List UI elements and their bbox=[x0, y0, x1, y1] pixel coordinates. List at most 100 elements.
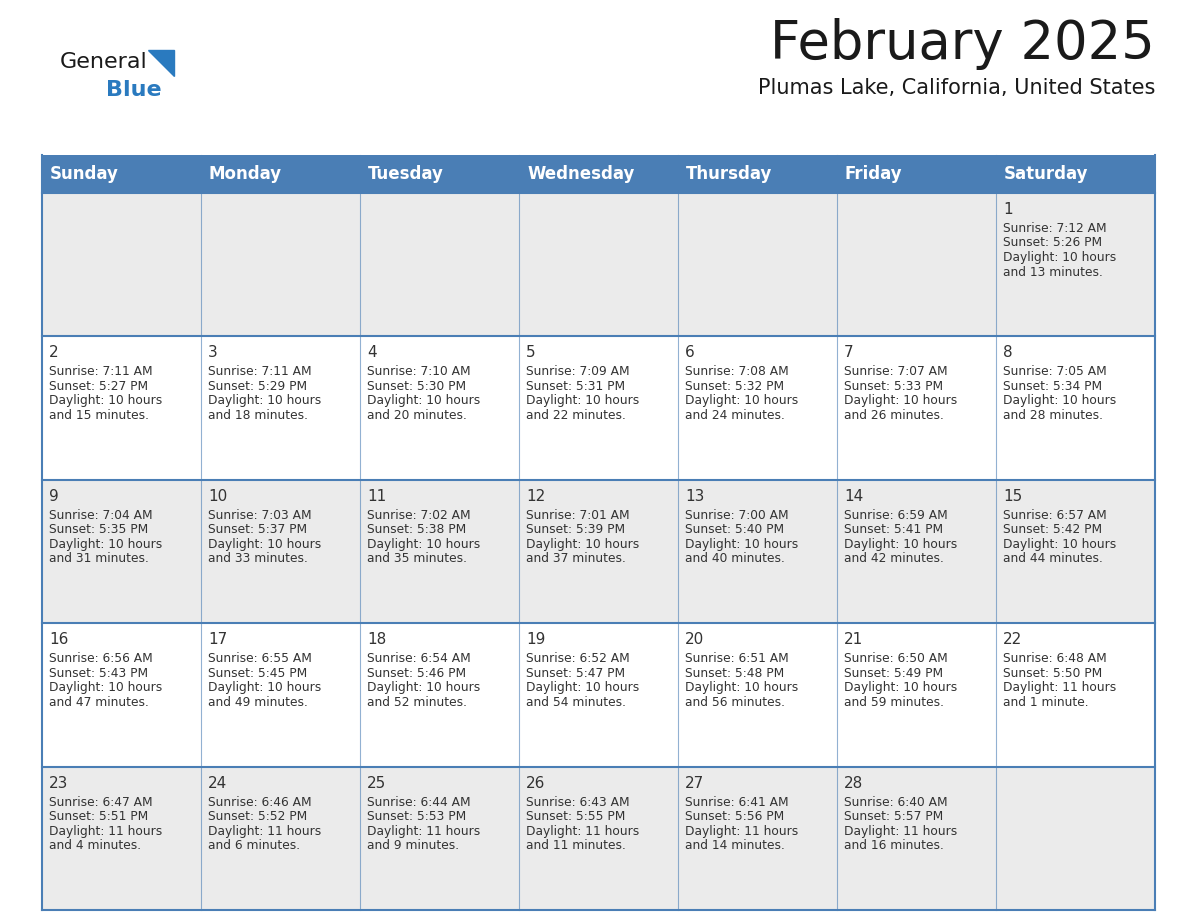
Text: 14: 14 bbox=[843, 488, 864, 504]
Text: Daylight: 10 hours: Daylight: 10 hours bbox=[526, 538, 639, 551]
Text: Sunrise: 6:51 AM: Sunrise: 6:51 AM bbox=[685, 652, 789, 666]
Text: Sunset: 5:37 PM: Sunset: 5:37 PM bbox=[208, 523, 308, 536]
Text: Sunrise: 7:11 AM: Sunrise: 7:11 AM bbox=[208, 365, 311, 378]
Text: Wednesday: Wednesday bbox=[527, 165, 634, 183]
Text: Sunset: 5:39 PM: Sunset: 5:39 PM bbox=[526, 523, 625, 536]
Text: 23: 23 bbox=[49, 776, 69, 790]
Text: Sunrise: 6:55 AM: Sunrise: 6:55 AM bbox=[208, 652, 312, 666]
Text: and 11 minutes.: and 11 minutes. bbox=[526, 839, 626, 852]
Bar bbox=[838, 155, 996, 193]
Text: Daylight: 10 hours: Daylight: 10 hours bbox=[367, 538, 480, 551]
Text: Sunrise: 7:10 AM: Sunrise: 7:10 AM bbox=[367, 365, 470, 378]
Text: Sunset: 5:29 PM: Sunset: 5:29 PM bbox=[208, 380, 308, 393]
Text: Daylight: 10 hours: Daylight: 10 hours bbox=[526, 395, 639, 408]
Text: Sunset: 5:34 PM: Sunset: 5:34 PM bbox=[1003, 380, 1102, 393]
Text: 28: 28 bbox=[843, 776, 864, 790]
Text: Sunset: 5:27 PM: Sunset: 5:27 PM bbox=[49, 380, 148, 393]
Text: and 33 minutes.: and 33 minutes. bbox=[208, 553, 308, 565]
Text: Daylight: 11 hours: Daylight: 11 hours bbox=[526, 824, 639, 837]
Text: Sunrise: 7:03 AM: Sunrise: 7:03 AM bbox=[208, 509, 311, 521]
Text: Daylight: 11 hours: Daylight: 11 hours bbox=[49, 824, 163, 837]
Bar bbox=[360, 155, 519, 193]
Text: Sunday: Sunday bbox=[50, 165, 119, 183]
Text: 25: 25 bbox=[367, 776, 386, 790]
Text: Sunrise: 6:50 AM: Sunrise: 6:50 AM bbox=[843, 652, 948, 666]
Text: Sunset: 5:31 PM: Sunset: 5:31 PM bbox=[526, 380, 625, 393]
Text: and 56 minutes.: and 56 minutes. bbox=[685, 696, 785, 709]
Bar bbox=[996, 155, 1155, 193]
Text: Sunset: 5:41 PM: Sunset: 5:41 PM bbox=[843, 523, 943, 536]
Text: Daylight: 10 hours: Daylight: 10 hours bbox=[685, 681, 798, 694]
Text: 26: 26 bbox=[526, 776, 545, 790]
Text: Daylight: 10 hours: Daylight: 10 hours bbox=[49, 538, 163, 551]
Text: Daylight: 10 hours: Daylight: 10 hours bbox=[1003, 251, 1117, 264]
Text: 17: 17 bbox=[208, 633, 227, 647]
Text: Sunrise: 6:57 AM: Sunrise: 6:57 AM bbox=[1003, 509, 1107, 521]
Text: Sunrise: 7:00 AM: Sunrise: 7:00 AM bbox=[685, 509, 789, 521]
Text: Sunset: 5:38 PM: Sunset: 5:38 PM bbox=[367, 523, 466, 536]
Text: Sunrise: 7:05 AM: Sunrise: 7:05 AM bbox=[1003, 365, 1107, 378]
Text: and 42 minutes.: and 42 minutes. bbox=[843, 553, 944, 565]
Text: Daylight: 10 hours: Daylight: 10 hours bbox=[49, 681, 163, 694]
Text: Daylight: 10 hours: Daylight: 10 hours bbox=[1003, 538, 1117, 551]
Bar bbox=[519, 155, 678, 193]
Text: Sunset: 5:26 PM: Sunset: 5:26 PM bbox=[1003, 237, 1102, 250]
Text: 2: 2 bbox=[49, 345, 58, 361]
Text: Sunset: 5:45 PM: Sunset: 5:45 PM bbox=[208, 666, 308, 679]
Text: General: General bbox=[61, 52, 147, 72]
Text: Sunrise: 7:07 AM: Sunrise: 7:07 AM bbox=[843, 365, 948, 378]
Text: 20: 20 bbox=[685, 633, 704, 647]
Bar bbox=[678, 155, 838, 193]
Text: Daylight: 10 hours: Daylight: 10 hours bbox=[49, 395, 163, 408]
Text: and 24 minutes.: and 24 minutes. bbox=[685, 409, 785, 422]
Text: and 47 minutes.: and 47 minutes. bbox=[49, 696, 148, 709]
Text: Daylight: 11 hours: Daylight: 11 hours bbox=[843, 824, 958, 837]
Text: Daylight: 10 hours: Daylight: 10 hours bbox=[208, 538, 321, 551]
Text: and 31 minutes.: and 31 minutes. bbox=[49, 553, 148, 565]
Text: 1: 1 bbox=[1003, 202, 1012, 217]
Text: and 9 minutes.: and 9 minutes. bbox=[367, 839, 459, 852]
Text: and 6 minutes.: and 6 minutes. bbox=[208, 839, 301, 852]
Text: Sunset: 5:53 PM: Sunset: 5:53 PM bbox=[367, 810, 466, 823]
Text: Sunrise: 7:08 AM: Sunrise: 7:08 AM bbox=[685, 365, 789, 378]
Text: and 49 minutes.: and 49 minutes. bbox=[208, 696, 308, 709]
Text: Daylight: 11 hours: Daylight: 11 hours bbox=[685, 824, 798, 837]
Text: Sunset: 5:32 PM: Sunset: 5:32 PM bbox=[685, 380, 784, 393]
Text: Daylight: 10 hours: Daylight: 10 hours bbox=[843, 538, 958, 551]
Text: Daylight: 10 hours: Daylight: 10 hours bbox=[843, 395, 958, 408]
Text: 11: 11 bbox=[367, 488, 386, 504]
Text: and 44 minutes.: and 44 minutes. bbox=[1003, 553, 1102, 565]
Text: Sunset: 5:42 PM: Sunset: 5:42 PM bbox=[1003, 523, 1102, 536]
Text: Daylight: 10 hours: Daylight: 10 hours bbox=[367, 681, 480, 694]
Bar bbox=[42, 480, 1155, 623]
Text: Sunset: 5:46 PM: Sunset: 5:46 PM bbox=[367, 666, 466, 679]
Text: and 1 minute.: and 1 minute. bbox=[1003, 696, 1088, 709]
Text: Sunset: 5:48 PM: Sunset: 5:48 PM bbox=[685, 666, 784, 679]
Text: 18: 18 bbox=[367, 633, 386, 647]
Text: Sunset: 5:57 PM: Sunset: 5:57 PM bbox=[843, 810, 943, 823]
Text: Daylight: 10 hours: Daylight: 10 hours bbox=[208, 395, 321, 408]
Text: and 26 minutes.: and 26 minutes. bbox=[843, 409, 944, 422]
Text: Friday: Friday bbox=[845, 165, 903, 183]
Text: Thursday: Thursday bbox=[685, 165, 772, 183]
Text: 10: 10 bbox=[208, 488, 227, 504]
Text: 3: 3 bbox=[208, 345, 217, 361]
Text: Sunrise: 6:46 AM: Sunrise: 6:46 AM bbox=[208, 796, 311, 809]
Text: and 20 minutes.: and 20 minutes. bbox=[367, 409, 467, 422]
Text: 15: 15 bbox=[1003, 488, 1022, 504]
Text: Monday: Monday bbox=[209, 165, 282, 183]
Text: Sunrise: 6:54 AM: Sunrise: 6:54 AM bbox=[367, 652, 470, 666]
Text: Sunset: 5:55 PM: Sunset: 5:55 PM bbox=[526, 810, 625, 823]
Text: 19: 19 bbox=[526, 633, 545, 647]
Text: and 35 minutes.: and 35 minutes. bbox=[367, 553, 467, 565]
Text: Sunrise: 6:44 AM: Sunrise: 6:44 AM bbox=[367, 796, 470, 809]
Text: Tuesday: Tuesday bbox=[368, 165, 444, 183]
Text: and 13 minutes.: and 13 minutes. bbox=[1003, 265, 1102, 278]
Text: and 18 minutes.: and 18 minutes. bbox=[208, 409, 308, 422]
Text: and 37 minutes.: and 37 minutes. bbox=[526, 553, 626, 565]
Text: Daylight: 10 hours: Daylight: 10 hours bbox=[843, 681, 958, 694]
Text: and 4 minutes.: and 4 minutes. bbox=[49, 839, 141, 852]
Text: Sunrise: 6:43 AM: Sunrise: 6:43 AM bbox=[526, 796, 630, 809]
Text: 21: 21 bbox=[843, 633, 864, 647]
Bar bbox=[42, 767, 1155, 910]
